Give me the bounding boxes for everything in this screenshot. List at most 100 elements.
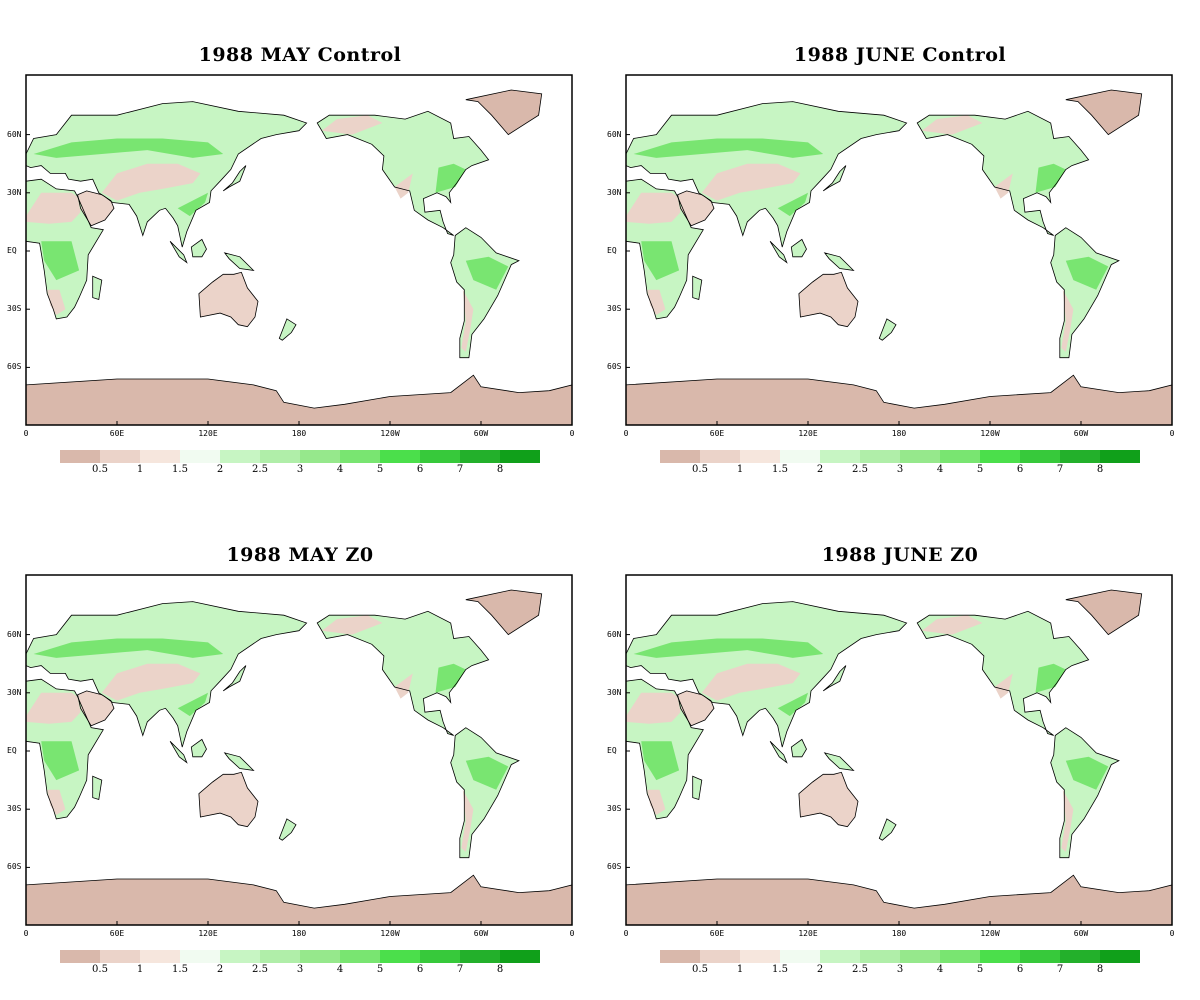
longitude-label: 60E: [109, 429, 125, 438]
colorbar-label: 8: [496, 964, 504, 975]
colorbar: [660, 450, 1140, 463]
colorbar-label: 3: [896, 964, 904, 975]
colorbar-label: 3: [296, 464, 304, 475]
colorbar-label: 6: [1016, 964, 1024, 975]
colorbar-label: 4: [336, 464, 344, 475]
colorbar: [60, 950, 540, 963]
latitude-label: 60S: [7, 862, 22, 872]
colorbar-swatch: [300, 950, 340, 963]
longitude-label: 120W: [980, 429, 1000, 438]
longitude-label: 180: [891, 429, 907, 438]
colorbar-swatch: [60, 950, 100, 963]
longitude-label: 120W: [380, 929, 400, 938]
latitude-label: 60N: [607, 129, 622, 139]
colorbar-swatch: [780, 950, 820, 963]
colorbar-swatch: [260, 450, 300, 463]
colorbar-swatch: [860, 950, 900, 963]
colorbar-swatch: [1020, 950, 1060, 963]
colorbar-label: 1: [736, 464, 744, 475]
colorbar-swatch: [860, 450, 900, 463]
colorbar-label: 1.5: [172, 964, 188, 975]
longitude-label: 120E: [198, 929, 218, 938]
colorbar-swatch: [820, 450, 860, 463]
colorbar-swatch: [140, 950, 180, 963]
latitude-label: 30N: [7, 187, 22, 197]
map-panel-1: 1988 MAY Control 60N 30N EQ 30S 60S 0 60E 120E 18…: [0, 0, 600, 500]
longitude-label: 180: [891, 929, 907, 938]
world-map: [625, 574, 1173, 926]
longitude-label: 60W: [1073, 429, 1089, 438]
colorbar-label: 2.5: [252, 964, 268, 975]
longitude-label: 60E: [109, 929, 125, 938]
colorbar-swatch: [380, 950, 420, 963]
colorbar-swatch: [940, 450, 980, 463]
colorbar-label: 8: [1096, 964, 1104, 975]
colorbar-label: 5: [376, 464, 384, 475]
latitude-label: 60N: [607, 629, 622, 639]
panel-title: 1988 JUNE Control: [793, 44, 1007, 66]
colorbar-swatch: [300, 450, 340, 463]
latitude-label: 30S: [7, 304, 22, 314]
longitude-label: 60E: [709, 429, 725, 438]
colorbar-label: 1.5: [172, 464, 188, 475]
latitude-label: 60N: [7, 129, 22, 139]
longitude-label: 0: [623, 429, 629, 438]
world-map: [25, 574, 573, 926]
colorbar-swatch: [900, 950, 940, 963]
colorbar-label: 2: [816, 964, 824, 975]
colorbar-swatch: [60, 450, 100, 463]
colorbar-label: 5: [976, 964, 984, 975]
colorbar-swatch: [420, 950, 460, 963]
colorbar-swatch: [1100, 450, 1140, 463]
colorbar-label: 2.5: [852, 464, 868, 475]
world-map: [625, 74, 1173, 426]
colorbar-swatch: [380, 450, 420, 463]
colorbar-label: 2.5: [252, 464, 268, 475]
colorbar-swatch: [1060, 950, 1100, 963]
colorbar-swatch: [700, 450, 740, 463]
latitude-label: 30N: [607, 687, 622, 697]
colorbar-swatch: [260, 950, 300, 963]
longitude-label: 0: [23, 929, 29, 938]
colorbar-label: 5: [376, 964, 384, 975]
colorbar-label: 1.5: [772, 964, 788, 975]
colorbar-label: 7: [456, 464, 464, 475]
longitude-label: 0: [569, 429, 575, 438]
longitude-label: 120W: [380, 429, 400, 438]
colorbar-label: 0.5: [692, 964, 708, 975]
colorbar-swatch: [220, 450, 260, 463]
colorbar-label: 0.5: [692, 464, 708, 475]
colorbar-label: 4: [336, 964, 344, 975]
longitude-label: 180: [291, 429, 307, 438]
colorbar-swatch: [460, 950, 500, 963]
colorbar-swatch: [220, 950, 260, 963]
colorbar: [660, 950, 1140, 963]
colorbar-swatch: [900, 450, 940, 463]
longitude-label: 120W: [980, 929, 1000, 938]
colorbar-swatch: [500, 450, 540, 463]
colorbar-label: 1: [736, 964, 744, 975]
colorbar-swatch: [180, 950, 220, 963]
world-map: [25, 74, 573, 426]
latitude-label: 30S: [607, 304, 622, 314]
latitude-label: 30S: [607, 804, 622, 814]
colorbar-label: 7: [1056, 964, 1064, 975]
longitude-label: 60W: [473, 929, 489, 938]
latitude-label: EQ: [7, 746, 17, 755]
longitude-label: 120E: [798, 429, 818, 438]
colorbar-swatch: [180, 450, 220, 463]
colorbar-label: 7: [1056, 464, 1064, 475]
colorbar-swatch: [940, 950, 980, 963]
colorbar-label: 3: [296, 964, 304, 975]
colorbar-label: 1: [136, 964, 144, 975]
latitude-label: EQ: [607, 246, 617, 255]
colorbar-label: 6: [416, 964, 424, 975]
colorbar-swatch: [740, 950, 780, 963]
longitude-label: 60W: [473, 429, 489, 438]
colorbar-label: 2: [216, 964, 224, 975]
latitude-label: 30N: [607, 187, 622, 197]
colorbar-label: 2.5: [852, 964, 868, 975]
colorbar-swatch: [980, 950, 1020, 963]
longitude-label: 0: [1169, 429, 1175, 438]
colorbar-label: 0.5: [92, 964, 108, 975]
